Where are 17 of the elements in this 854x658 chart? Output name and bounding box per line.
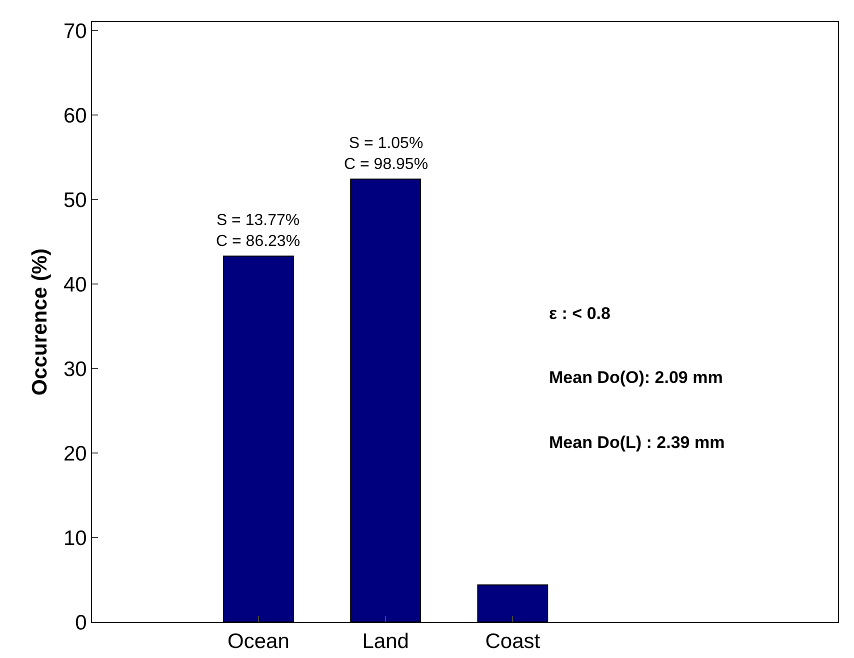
x-tick-label: Ocean [228, 630, 290, 654]
y-tick-label: 0 [75, 611, 87, 634]
y-tick-label: 60 [63, 104, 87, 128]
y-tick-label: 30 [63, 358, 87, 381]
annotation: S = 1.05% C = 98.95% [344, 135, 428, 173]
annotation: ε : < 0.8 [549, 304, 610, 323]
y-tick-label: 20 [63, 442, 87, 466]
annotation: Mean Do(L) : 2.39 mm [549, 433, 725, 452]
y-tick-label: 40 [63, 273, 87, 296]
x-tick-label: Land [362, 630, 409, 654]
annotation: S = 13.77% C = 86.23% [216, 212, 300, 250]
annotation: Mean Do(O): 2.09 mm [549, 368, 723, 387]
y-tick-label: 10 [63, 526, 87, 550]
y-tick-label: 70 [63, 20, 87, 43]
y-axis-title: Occurence (%) [28, 248, 52, 396]
x-tick-label: Coast [485, 630, 540, 654]
y-tick-label: 50 [63, 188, 87, 212]
